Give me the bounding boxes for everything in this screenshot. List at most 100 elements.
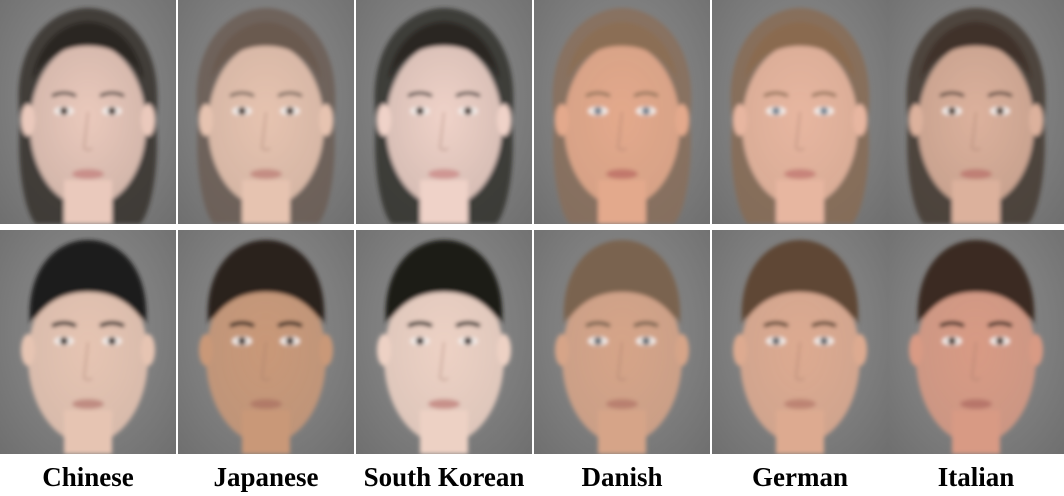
iris-left: [238, 107, 246, 115]
fringe: [390, 270, 498, 320]
fringe: [388, 22, 500, 80]
iris-right: [996, 107, 1004, 115]
nose: [971, 341, 981, 381]
iris-right: [996, 337, 1004, 345]
brow-right: [633, 91, 659, 98]
face: [28, 272, 148, 444]
male-face-danish: [534, 230, 710, 454]
brow-left: [407, 321, 433, 328]
fringe: [566, 22, 678, 80]
brow-right: [277, 91, 303, 98]
face: [742, 43, 858, 207]
nose: [261, 341, 271, 381]
face: [30, 43, 146, 207]
face: [384, 272, 504, 444]
iris-right: [286, 337, 294, 345]
face: [564, 43, 680, 207]
brow-left: [229, 91, 255, 98]
lips: [250, 399, 282, 409]
brow-right: [455, 91, 481, 98]
female-face-japanese: [178, 0, 354, 224]
fringe: [922, 270, 1030, 320]
face: [916, 272, 1036, 444]
brow-left: [763, 91, 789, 98]
iris-left: [948, 337, 956, 345]
fringe: [920, 22, 1032, 80]
label-german: German: [752, 462, 848, 492]
iris-right: [642, 107, 650, 115]
iris-left: [594, 337, 602, 345]
male-face-italian: [888, 230, 1064, 454]
lips: [428, 169, 460, 179]
female-face-german: [712, 0, 888, 224]
lips: [784, 169, 816, 179]
face: [740, 272, 860, 444]
label-japanese: Japanese: [213, 462, 319, 492]
brow-right: [987, 91, 1013, 98]
iris-right: [820, 107, 828, 115]
lips: [250, 169, 282, 179]
brow-left: [407, 91, 433, 98]
lips: [72, 399, 104, 409]
female-face-south-korean: [356, 0, 532, 224]
fringe: [568, 270, 676, 320]
face: [208, 43, 324, 207]
female-face-danish: [534, 0, 710, 224]
nose: [83, 111, 93, 151]
face: [386, 43, 502, 207]
iris-right: [464, 107, 472, 115]
brow-right: [987, 321, 1013, 328]
brow-left: [229, 321, 255, 328]
face: [562, 272, 682, 444]
iris-left: [416, 107, 424, 115]
face: [206, 272, 326, 444]
brow-left: [939, 91, 965, 98]
iris-left: [772, 107, 780, 115]
brow-right: [455, 321, 481, 328]
nose: [617, 111, 627, 151]
lips: [606, 169, 638, 179]
iris-left: [948, 107, 956, 115]
female-face-italian: [888, 0, 1064, 224]
lips: [606, 399, 638, 409]
face-composite-grid: [0, 0, 1064, 454]
fringe: [744, 22, 856, 80]
brow-right: [811, 321, 837, 328]
fringe: [32, 22, 144, 80]
female-face-chinese: [0, 0, 176, 224]
nose: [795, 111, 805, 151]
brow-left: [585, 91, 611, 98]
iris-left: [594, 107, 602, 115]
brow-right: [99, 321, 125, 328]
lips: [72, 169, 104, 179]
nose: [261, 111, 271, 151]
label-chinese: Chinese: [42, 462, 134, 492]
iris-left: [416, 337, 424, 345]
brow-left: [51, 321, 77, 328]
face: [918, 43, 1034, 207]
brow-right: [99, 91, 125, 98]
brow-right: [277, 321, 303, 328]
male-face-south-korean: [356, 230, 532, 454]
iris-left: [60, 107, 68, 115]
nose: [795, 341, 805, 381]
iris-left: [772, 337, 780, 345]
nationality-labels: Chinese Japanese South Korean Danish Ger…: [0, 458, 1064, 496]
iris-left: [238, 337, 246, 345]
lips: [960, 169, 992, 179]
male-face-japanese: [178, 230, 354, 454]
iris-right: [464, 337, 472, 345]
nose: [439, 111, 449, 151]
nose: [83, 341, 93, 381]
male-face-chinese: [0, 230, 176, 454]
iris-right: [286, 107, 294, 115]
iris-right: [820, 337, 828, 345]
brow-right: [633, 321, 659, 328]
brow-left: [585, 321, 611, 328]
fringe: [746, 270, 854, 320]
lips: [960, 399, 992, 409]
nose: [617, 341, 627, 381]
brow-right: [811, 91, 837, 98]
nose: [439, 341, 449, 381]
iris-right: [108, 107, 116, 115]
